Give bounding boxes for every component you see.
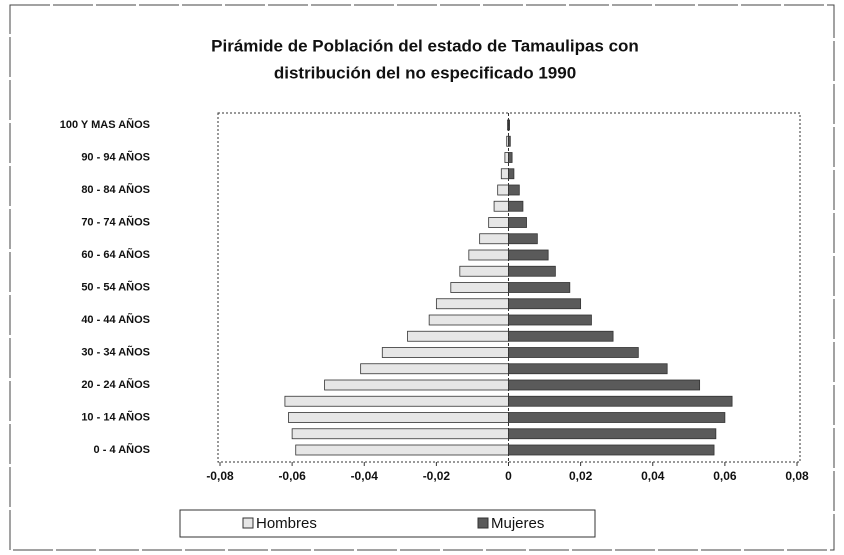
x-tick-label: -0,06: [278, 469, 306, 483]
y-tick-label: 20 - 24 AÑOS: [81, 378, 150, 391]
y-tick-label: 100 Y MAS AÑOS: [60, 118, 150, 131]
bar: [508, 444, 715, 456]
x-tick-label: 0,02: [569, 469, 593, 483]
bar: [508, 265, 556, 277]
bar: [508, 428, 717, 440]
bar: [508, 330, 614, 342]
bar: [508, 379, 701, 391]
bar: [508, 184, 520, 196]
bar: [508, 135, 511, 147]
y-tick-label: 40 - 44 AÑOS: [81, 313, 150, 326]
x-tick-label: -0,02: [423, 469, 451, 483]
x-tick-label: 0: [505, 469, 512, 483]
bar: [291, 428, 509, 440]
bar: [508, 395, 733, 407]
chart-title: Pirámide de Población del estado de Tama…: [211, 36, 639, 55]
legend-swatch: [477, 517, 489, 529]
legend-swatch: [242, 517, 254, 529]
bar: [288, 412, 509, 423]
bar: [360, 363, 509, 375]
bar: [508, 347, 639, 358]
bar: [508, 249, 549, 261]
bar: [324, 379, 509, 391]
bar: [381, 347, 509, 358]
y-tick-label: 30 - 34 AÑOS: [81, 345, 150, 358]
bar: [508, 217, 527, 228]
bar: [508, 363, 668, 375]
bar: [508, 282, 571, 293]
x-tick-label: -0,04: [351, 469, 379, 483]
legend-box: [179, 509, 596, 538]
bar: [479, 233, 509, 245]
x-tick-label: -0,08: [206, 469, 234, 483]
bar: [497, 184, 509, 196]
bar: [508, 298, 582, 310]
bar: [295, 444, 509, 456]
bar: [468, 249, 509, 261]
bar: [508, 200, 524, 212]
bar: [493, 200, 509, 212]
y-tick-label: 70 - 74 AÑOS: [81, 215, 150, 228]
y-tick-label: 60 - 64 AÑOS: [81, 248, 150, 261]
bar: [508, 412, 726, 423]
bar: [508, 233, 538, 245]
chart-border: [9, 4, 835, 551]
bar: [508, 168, 515, 180]
bar: [504, 152, 509, 163]
legend-label: Mujeres: [491, 515, 544, 532]
bar: [500, 168, 509, 180]
y-tick-label: 0 - 4 AÑOS: [94, 443, 150, 456]
y-tick-label: 80 - 84 AÑOS: [81, 183, 150, 196]
y-tick-label: 50 - 54 AÑOS: [81, 280, 150, 293]
x-tick-label: 0,04: [641, 469, 665, 483]
bar: [508, 152, 513, 163]
x-tick-label: 0,06: [713, 469, 737, 483]
chart-title: distribución del no especificado 1990: [274, 63, 576, 82]
y-tick-label: 90 - 94 AÑOS: [81, 150, 150, 163]
x-tick-label: 0,08: [785, 469, 809, 483]
bar: [428, 314, 509, 326]
bar: [435, 298, 509, 310]
bar: [284, 395, 509, 407]
bar: [508, 314, 592, 326]
legend-label: Hombres: [256, 515, 317, 532]
bar: [407, 330, 509, 342]
y-tick-label: 10 - 14 AÑOS: [81, 410, 150, 423]
bar: [488, 217, 509, 228]
bar: [450, 282, 509, 293]
bar: [459, 265, 509, 277]
